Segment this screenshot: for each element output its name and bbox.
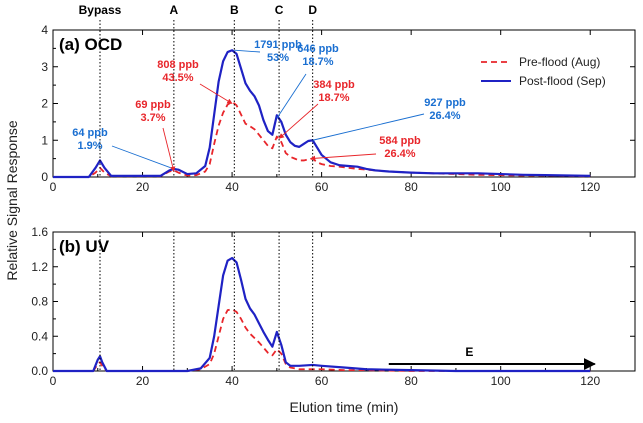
x-tick-label: 20 <box>136 374 150 388</box>
vline-label: Bypass <box>79 3 122 17</box>
x-tick-label: 60 <box>315 180 329 194</box>
annotation-leader <box>309 153 377 161</box>
annotation-text: 646 ppb <box>297 43 339 55</box>
x-tick-label: 0 <box>50 374 57 388</box>
x-tick-label: 120 <box>580 180 600 194</box>
annotation-text: 3.7% <box>140 112 165 124</box>
y-tick-label: 2 <box>41 97 48 111</box>
y-tick-label: 0.4 <box>31 329 48 343</box>
x-tick-label: 80 <box>404 180 418 194</box>
annotation-leader <box>276 73 307 119</box>
y-tick-label: 4 <box>41 23 48 37</box>
annotation-text: 1791 ppb <box>254 39 302 51</box>
annotation-leader <box>162 127 176 173</box>
annotation-leader <box>111 145 175 170</box>
arrow-e-label: E <box>465 345 473 359</box>
x-tick-label: 40 <box>225 180 239 194</box>
y-tick-label: 0.8 <box>31 295 48 309</box>
vline-label: D <box>308 3 317 17</box>
x-tick-label: 80 <box>404 374 418 388</box>
y-tick-label: 1.2 <box>31 260 48 274</box>
legend: Pre-flood (Aug) Post-flood (Sep) <box>481 55 606 88</box>
annotation-text: 927 ppb <box>424 97 466 109</box>
y-tick-label: 0.0 <box>31 364 48 378</box>
series-line-pre-flood <box>53 100 591 178</box>
y-axis-title: Relative Signal Response <box>4 120 20 281</box>
panel-label: (a) OCD <box>59 35 122 54</box>
x-tick-label: 60 <box>315 374 329 388</box>
series-line-post-flood <box>53 256 591 373</box>
y-tick-label: 3 <box>41 60 48 74</box>
annotation-text: 69 ppb <box>135 99 171 111</box>
annotation-leader <box>278 103 319 139</box>
annotation-leader <box>234 49 261 53</box>
annotation-leader <box>199 83 233 104</box>
x-tick-label: 40 <box>225 374 239 388</box>
annotation-text: 43.5% <box>162 72 193 84</box>
annotation-text: 18.7% <box>318 92 349 104</box>
series-line-pre-flood <box>53 308 591 372</box>
panel-uv: 0 20 40 60 80 100 120 0.0 0.4 0.8 1.2 1.6 (b) UV <box>31 225 636 388</box>
annotation-text: 26.4% <box>384 148 415 160</box>
plot-frame <box>52 231 636 372</box>
y-tick-label: 1.6 <box>31 225 48 239</box>
vline-label: C <box>275 3 284 17</box>
vline-label: B <box>230 3 239 17</box>
y-tick-label: 1 <box>41 133 48 147</box>
annotation-leader <box>312 113 425 141</box>
annotation-text: 584 ppb <box>379 135 421 147</box>
annotation-text: 26.4% <box>429 110 460 122</box>
x-axis-title: Elution time (min) <box>290 399 399 415</box>
x-tick-label: 20 <box>136 180 150 194</box>
panel-ocd: 0 20 40 60 80 100 120 0 1 2 3 4 (a) OCD <box>41 23 636 194</box>
annotation-text: 1.9% <box>77 140 102 152</box>
legend-label-pre-flood: Pre-flood (Aug) <box>519 55 600 69</box>
annotation-text: 808 ppb <box>157 59 199 71</box>
panel-label: (b) UV <box>59 237 110 256</box>
x-tick-label: 120 <box>580 374 600 388</box>
x-tick-label: 0 <box>50 180 57 194</box>
x-tick-label: 100 <box>491 374 511 388</box>
annotation-text: 64 ppb <box>72 127 108 139</box>
annotation-text: 384 ppb <box>313 79 355 91</box>
annotation-text: 18.7% <box>302 56 333 68</box>
y-tick-label: 0 <box>41 170 48 184</box>
series-line-post-flood <box>53 49 591 179</box>
x-tick-label: 100 <box>491 180 511 194</box>
legend-label-post-flood: Post-flood (Sep) <box>519 74 606 88</box>
annotation-text: 53% <box>267 52 289 64</box>
vline-label: A <box>170 3 179 17</box>
